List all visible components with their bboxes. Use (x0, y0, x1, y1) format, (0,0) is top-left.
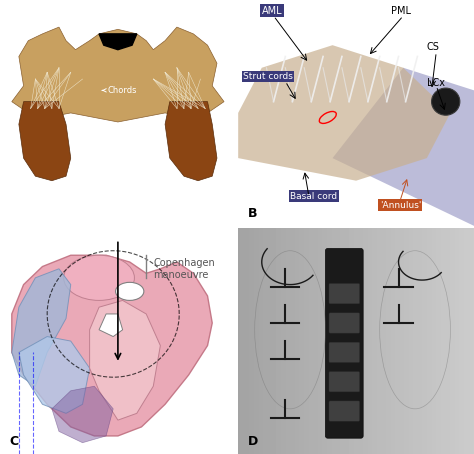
Ellipse shape (116, 282, 144, 301)
Text: Basal cord: Basal cord (290, 192, 337, 201)
Polygon shape (12, 269, 71, 386)
Text: C: C (9, 435, 18, 448)
Polygon shape (99, 34, 137, 49)
Text: PML: PML (392, 5, 411, 15)
FancyBboxPatch shape (329, 283, 360, 304)
Text: Chords: Chords (102, 86, 137, 95)
FancyBboxPatch shape (329, 371, 360, 392)
Text: Anterior
leaflet: Anterior leaflet (167, 6, 201, 29)
Text: 'Annulus': 'Annulus' (380, 201, 421, 210)
Text: Copenhagen
manoeuvre: Copenhagen manoeuvre (153, 258, 215, 280)
Polygon shape (99, 314, 123, 336)
Polygon shape (165, 102, 217, 181)
Polygon shape (52, 386, 113, 443)
Polygon shape (90, 301, 160, 420)
FancyBboxPatch shape (326, 248, 363, 438)
FancyBboxPatch shape (329, 313, 360, 333)
Polygon shape (19, 102, 71, 181)
Text: A: A (9, 207, 19, 220)
FancyBboxPatch shape (329, 342, 360, 363)
Text: Papillary
muscles: Papillary muscles (74, 137, 131, 157)
Polygon shape (332, 68, 474, 226)
Text: Strut cords: Strut cords (243, 72, 293, 81)
Text: LCx: LCx (427, 78, 445, 88)
Text: Posterior
leaflet: Posterior leaflet (12, 6, 49, 29)
Circle shape (431, 88, 460, 115)
Polygon shape (12, 255, 212, 436)
Polygon shape (12, 27, 224, 122)
FancyBboxPatch shape (329, 401, 360, 421)
Text: AML: AML (262, 5, 283, 15)
Text: B: B (247, 207, 257, 220)
Ellipse shape (64, 255, 135, 301)
Text: D: D (247, 435, 258, 448)
Text: CS: CS (427, 42, 440, 52)
Polygon shape (19, 336, 90, 413)
Polygon shape (238, 45, 450, 181)
